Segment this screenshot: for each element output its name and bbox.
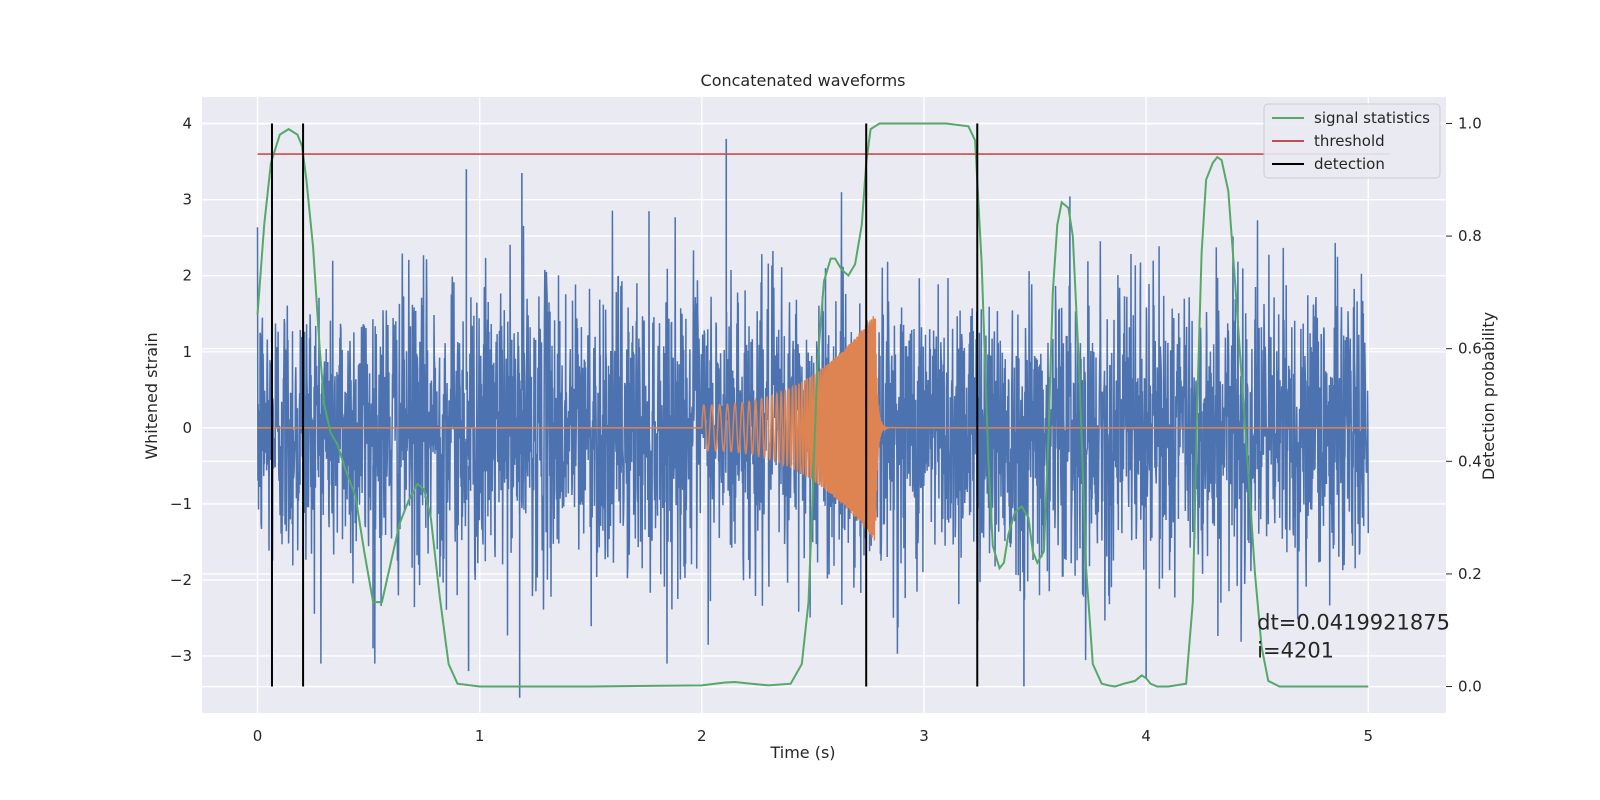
chart-title: Concatenated waveforms xyxy=(701,71,906,90)
y2-axis-ticks: 0.0 0.2 0.4 0.6 0.8 1.0 xyxy=(1446,114,1482,696)
signal-statistics-line xyxy=(256,122,1369,688)
y2-tick-label: 0.8 xyxy=(1458,227,1482,245)
legend-label: threshold xyxy=(1314,132,1385,150)
legend: signal statistics threshold detection xyxy=(1263,103,1441,179)
legend-label: detection xyxy=(1314,155,1385,173)
y2-axis-title: Detection probability xyxy=(1479,312,1498,480)
y-tick-label: 1 xyxy=(182,343,192,361)
y-tick-label: 2 xyxy=(182,267,192,285)
y-axis-ticks: −3 −2 −1 0 1 2 3 4 xyxy=(170,115,192,665)
x-tick-label: 4 xyxy=(1141,727,1151,745)
x-tick-label: 0 xyxy=(253,727,263,745)
template-chirp-line xyxy=(257,316,924,541)
y-tick-label: 0 xyxy=(182,419,192,437)
y2-tick-label: 0.6 xyxy=(1458,340,1482,358)
x-tick-label: 5 xyxy=(1363,727,1373,745)
legend-label: signal statistics xyxy=(1314,109,1430,127)
y2-tick-label: 0.2 xyxy=(1458,565,1482,583)
y2-tick-label: 0.4 xyxy=(1458,452,1482,470)
y-tick-label: −2 xyxy=(170,571,192,589)
y2-tick-label: 0.0 xyxy=(1458,678,1482,696)
y-tick-label: 4 xyxy=(182,115,192,133)
x-tick-label: 2 xyxy=(697,727,707,745)
x-axis-title: Time (s) xyxy=(769,743,835,762)
annotation-text: dt=0.0419921875 xyxy=(1257,610,1450,634)
x-tick-label: 1 xyxy=(475,727,485,745)
y-tick-label: 3 xyxy=(182,191,192,209)
y-axis-title: Whitened strain xyxy=(142,332,161,459)
y-tick-label: −3 xyxy=(170,647,192,665)
annotation-text: i=4201 xyxy=(1257,638,1334,662)
y2-tick-label: 1.0 xyxy=(1458,114,1482,132)
x-axis-ticks: 0 1 2 3 4 5 xyxy=(253,727,1373,745)
series-layer xyxy=(256,122,1391,698)
x-tick-label: 3 xyxy=(919,727,929,745)
y-tick-label: −1 xyxy=(170,495,192,513)
legend-box xyxy=(1263,103,1441,179)
annotations: dt=0.0419921875 i=4201 xyxy=(1257,610,1450,662)
